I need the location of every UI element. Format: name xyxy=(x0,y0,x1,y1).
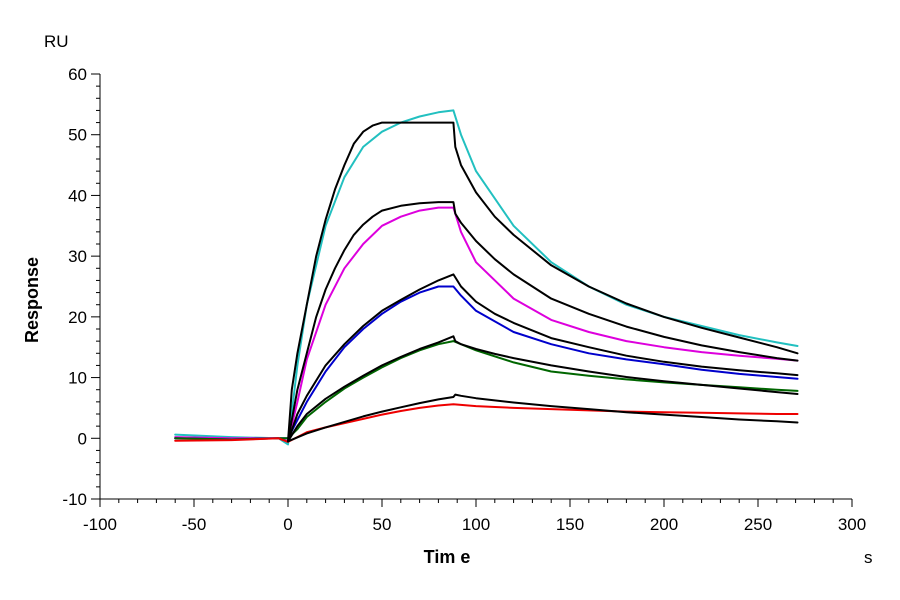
y-tick-label: 0 xyxy=(78,429,87,448)
x-tick-label: 200 xyxy=(650,515,678,534)
x-tick-label: -100 xyxy=(83,515,117,534)
sensorgram-curve xyxy=(174,206,799,443)
x-tick-label: -50 xyxy=(182,515,207,534)
fit-curve xyxy=(287,335,799,443)
y-tick-label: 20 xyxy=(68,308,87,327)
x-axis-title: Tim e xyxy=(424,547,471,567)
fit-curve xyxy=(287,273,799,443)
sensorgram-curve xyxy=(174,340,799,441)
x-tick-label: 100 xyxy=(462,515,490,534)
sensorgram-curve xyxy=(174,403,799,443)
sensorgram-curve xyxy=(174,285,799,441)
y-tick-label: 30 xyxy=(68,247,87,266)
fit-curve xyxy=(287,121,799,443)
x-tick-label: 250 xyxy=(744,515,772,534)
y-tick-label: 10 xyxy=(68,369,87,388)
fit-curve xyxy=(287,201,799,443)
x-axis: -100 -50 0 50 100 150 200 250 300 xyxy=(83,498,866,534)
y-axis: -10 0 10 20 30 40 50 60 xyxy=(62,65,101,509)
x-tick-label: 50 xyxy=(373,515,392,534)
sensorgram-curve xyxy=(174,109,799,446)
x-tick-label: 300 xyxy=(838,515,866,534)
y-tick-label: 50 xyxy=(68,126,87,145)
x-tick-label: 0 xyxy=(283,515,292,534)
plot-lines xyxy=(174,109,799,446)
x-tick-label: 150 xyxy=(556,515,584,534)
y-axis-title: Response xyxy=(22,257,42,343)
y-tick-label: 40 xyxy=(68,186,87,205)
fit-curve xyxy=(287,393,799,443)
y-tick-label: -10 xyxy=(62,490,87,509)
y-tick-label: 60 xyxy=(68,65,87,84)
y-unit-label: RU xyxy=(44,32,69,51)
x-unit-label: s xyxy=(864,548,873,567)
